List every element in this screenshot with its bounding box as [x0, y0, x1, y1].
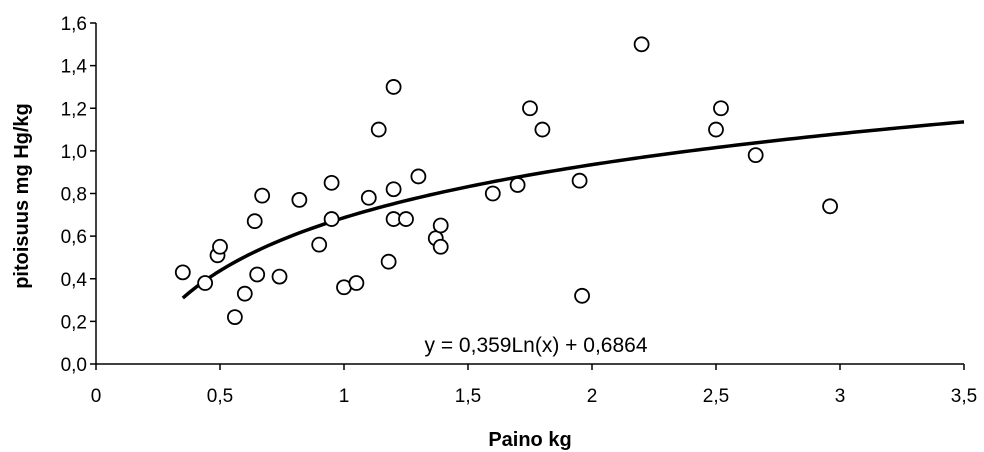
data-point [197, 275, 214, 291]
data-point [410, 168, 427, 185]
x-tick-label: 1,5 [455, 386, 481, 407]
y-tick-label: 0,6 [61, 227, 87, 248]
y-tick-label: 0,8 [61, 185, 87, 206]
data-point [574, 287, 590, 304]
data-point [398, 211, 414, 227]
data-point [534, 121, 551, 138]
y-tick-label: 0,2 [61, 312, 87, 333]
data-point [385, 79, 402, 95]
y-tick-label: 0,4 [61, 270, 88, 291]
data-point [385, 181, 402, 198]
y-axis-title: pitoisuus mg Hg/kg [11, 103, 33, 289]
data-point [246, 213, 263, 230]
y-tick-labels: 0,0 0,2 0,4 0,6 0,8 1,0 1,2 1,4 1,6 [61, 14, 88, 376]
y-tick-label: 1,6 [61, 14, 87, 35]
data-point [254, 187, 271, 204]
data-points-layer [174, 36, 838, 326]
trendline-equation: y = 0,359Ln(x) + 0,6864 [425, 334, 648, 357]
data-point [236, 285, 253, 302]
data-point [432, 238, 449, 255]
data-point [633, 36, 650, 53]
data-point [713, 100, 729, 117]
data-point [212, 238, 228, 255]
x-axis-title: Paino kg [488, 429, 571, 451]
data-point [249, 266, 266, 283]
axes [90, 22, 965, 370]
data-point [484, 185, 501, 202]
data-point [323, 174, 340, 191]
data-point [380, 253, 397, 270]
y-tick-label: 1,4 [61, 57, 88, 78]
data-point [522, 100, 538, 117]
y-tick-label: 0,0 [61, 355, 87, 376]
data-point [271, 268, 288, 285]
x-tick-label: 1 [339, 386, 350, 407]
data-point [174, 264, 191, 281]
data-point [291, 191, 308, 208]
x-tick-label: 0,5 [207, 386, 233, 407]
trendline-layer [181, 120, 965, 300]
data-point [360, 189, 377, 206]
data-point [323, 211, 340, 227]
trendline [181, 120, 965, 300]
data-point [432, 217, 449, 234]
y-tick-label: 1,2 [61, 99, 87, 120]
data-point [822, 198, 838, 215]
x-tick-label: 3 [835, 386, 846, 407]
data-point [311, 236, 328, 253]
x-tick-label: 0 [91, 386, 102, 407]
y-tick-label: 1,0 [61, 142, 87, 163]
data-point [708, 121, 724, 138]
data-point [226, 309, 243, 326]
x-tick-label: 3,5 [951, 386, 977, 407]
data-point [571, 172, 588, 189]
x-tick-labels: 0 0,5 1 1,5 2 2,5 3 3,5 [91, 386, 978, 407]
data-point [509, 177, 526, 193]
x-tick-label: 2,5 [703, 386, 729, 407]
data-point [370, 121, 387, 138]
data-point [348, 275, 365, 291]
x-tick-label: 2 [587, 386, 598, 407]
data-point [747, 147, 764, 164]
